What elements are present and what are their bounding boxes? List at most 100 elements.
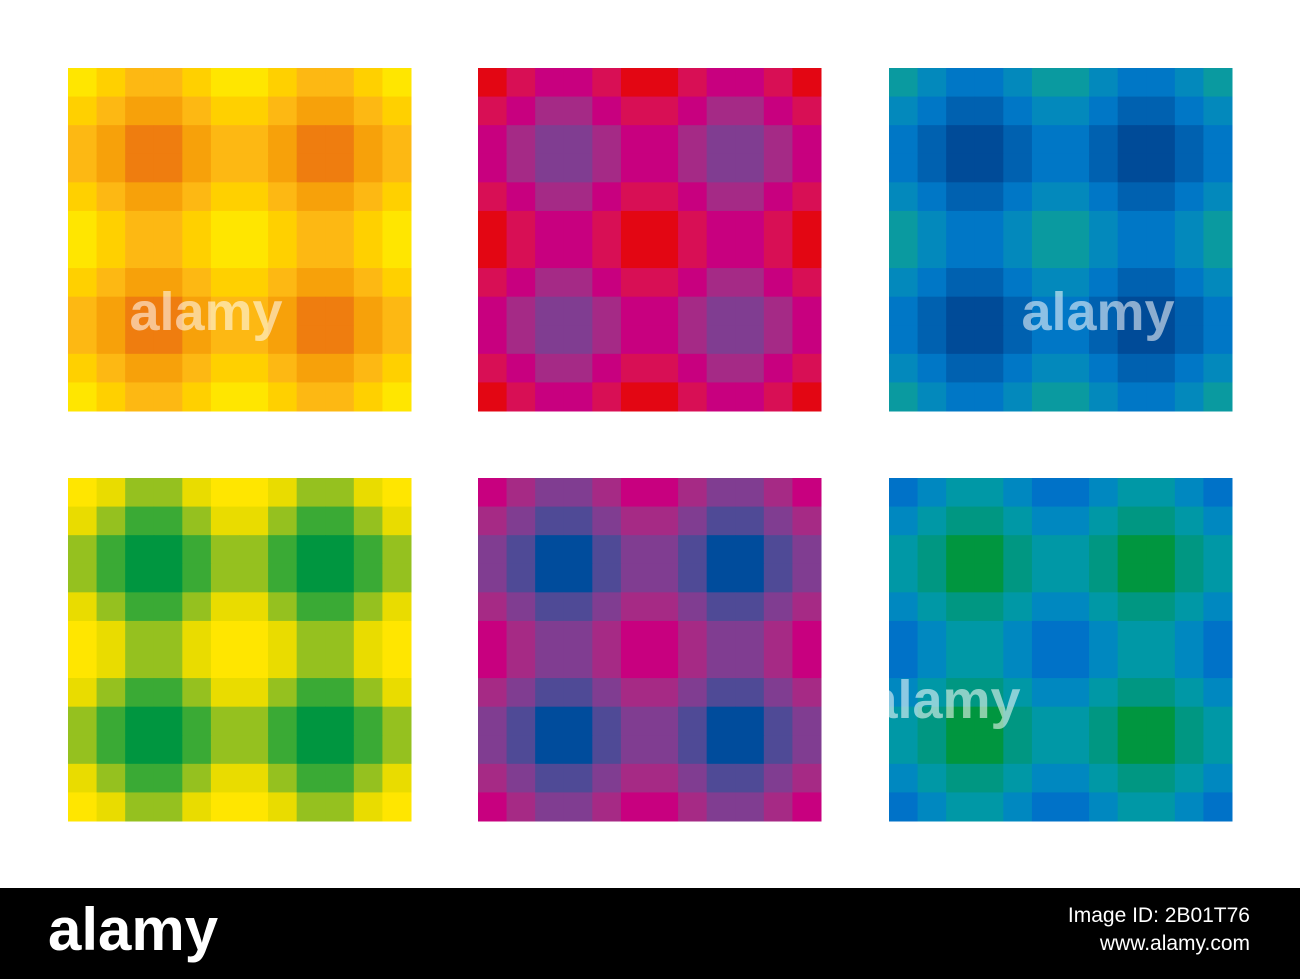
plaid-cell (96, 125, 126, 155)
plaid-cell (563, 182, 593, 212)
plaid-cell (1060, 620, 1090, 650)
plaid-cell (96, 353, 126, 383)
plaid-cell (1174, 382, 1204, 412)
plaid-cell (763, 563, 793, 593)
plaid-cell (68, 325, 98, 355)
plaid-cell (182, 563, 212, 593)
plaid-cell (268, 478, 298, 508)
plaid-cell (268, 182, 298, 212)
plaid-cell (763, 649, 793, 679)
plaid-cell (1203, 182, 1233, 212)
plaid-cell (382, 210, 412, 240)
plaid-cell (125, 125, 155, 155)
plaid-cell (1203, 620, 1233, 650)
plaid-cell (1060, 678, 1090, 708)
plaid-cell (296, 649, 326, 679)
plaid-cell (792, 563, 822, 593)
plaid-cell (1203, 296, 1233, 326)
plaid-cell (620, 239, 650, 269)
plaid-cell (268, 125, 298, 155)
plaid-cell (1089, 649, 1119, 679)
plaid-cell (917, 268, 947, 298)
plaid-cell (649, 353, 679, 383)
plaid-cell (1031, 592, 1061, 622)
plaid-cell (153, 125, 183, 155)
plaid-cell (68, 296, 98, 326)
plaid-cell (974, 763, 1004, 793)
plaid-cell (239, 382, 269, 412)
plaid-cell (917, 153, 947, 183)
plaid-cell (1089, 706, 1119, 736)
plaid-cell (268, 96, 298, 126)
plaid-cell (96, 296, 126, 326)
plaid-cell (735, 563, 765, 593)
plaid-cell (153, 506, 183, 536)
plaid-cell (649, 182, 679, 212)
plaid-cell (353, 706, 383, 736)
plaid-cell (620, 182, 650, 212)
plaid-cell (974, 792, 1004, 822)
plaid-cell (296, 792, 326, 822)
plaid-cell (239, 182, 269, 212)
plaid-cell (125, 478, 155, 508)
plaid-cell (182, 478, 212, 508)
plaid-cell (592, 563, 622, 593)
plaid-cell (125, 239, 155, 269)
plaid-cell (1146, 182, 1176, 212)
plaid-cell (917, 735, 947, 765)
plaid-cell (353, 153, 383, 183)
plaid-cell (296, 382, 326, 412)
plaid-cell (535, 153, 565, 183)
plaid-cell (296, 592, 326, 622)
plaid-cell (96, 325, 126, 355)
plaid-cell (620, 535, 650, 565)
plaid-cell (268, 792, 298, 822)
plaid-cell (974, 706, 1004, 736)
plaid-cell (382, 296, 412, 326)
plaid-cell (792, 592, 822, 622)
plaid-cell (763, 125, 793, 155)
plaid-cell (649, 563, 679, 593)
plaid-cell (1003, 478, 1033, 508)
plaid-cell (478, 535, 508, 565)
plaid-cell (946, 296, 976, 326)
plaid-cell (889, 382, 919, 412)
plaid-cell (1174, 325, 1204, 355)
plaid-cell (535, 649, 565, 679)
plaid-cell (678, 706, 708, 736)
plaid-cell (706, 763, 736, 793)
plaid-cell (125, 382, 155, 412)
plaid-cell (1146, 478, 1176, 508)
plaid-cell (889, 763, 919, 793)
plaid-cell (68, 706, 98, 736)
plaid-cell (792, 763, 822, 793)
plaid-cell (382, 239, 412, 269)
plaid-cell (478, 563, 508, 593)
plaid-cell (96, 563, 126, 593)
plaid-cell (478, 153, 508, 183)
plaid-cell (946, 268, 976, 298)
plaid-cell (706, 182, 736, 212)
plaid-cell (917, 506, 947, 536)
plaid-cell (889, 706, 919, 736)
plaid-cell (592, 792, 622, 822)
plaid-cell (382, 68, 412, 98)
plaid-cell (325, 153, 355, 183)
plaid-cell (353, 268, 383, 298)
plaid-cell (1060, 210, 1090, 240)
plaid-cell (153, 182, 183, 212)
plaid-cell (268, 563, 298, 593)
plaid-cell (563, 478, 593, 508)
plaid-cell (763, 506, 793, 536)
plaid-cell (1203, 706, 1233, 736)
plaid-cell (678, 382, 708, 412)
plaid-cell (506, 68, 536, 98)
plaid-cell (239, 478, 269, 508)
plaid-cell (239, 296, 269, 326)
plaid-cell (1174, 296, 1204, 326)
plaid-cell (763, 325, 793, 355)
plaid-cell (239, 563, 269, 593)
plaid-cell (649, 325, 679, 355)
plaid-cell (535, 182, 565, 212)
plaid-cell (96, 620, 126, 650)
